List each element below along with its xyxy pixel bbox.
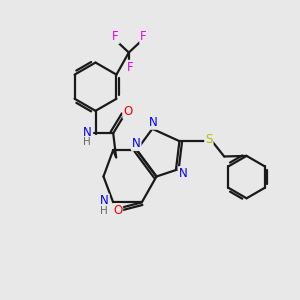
Text: N: N <box>132 137 140 150</box>
Text: N: N <box>179 167 188 180</box>
Text: H: H <box>83 137 91 147</box>
Text: N: N <box>100 194 109 207</box>
Text: O: O <box>123 105 133 118</box>
Text: N: N <box>148 116 157 129</box>
Text: F: F <box>127 61 134 74</box>
Text: H: H <box>100 206 108 216</box>
Text: N: N <box>83 126 92 139</box>
Text: S: S <box>205 133 213 146</box>
Text: F: F <box>112 30 119 43</box>
Text: O: O <box>113 204 122 217</box>
Text: F: F <box>140 30 147 43</box>
